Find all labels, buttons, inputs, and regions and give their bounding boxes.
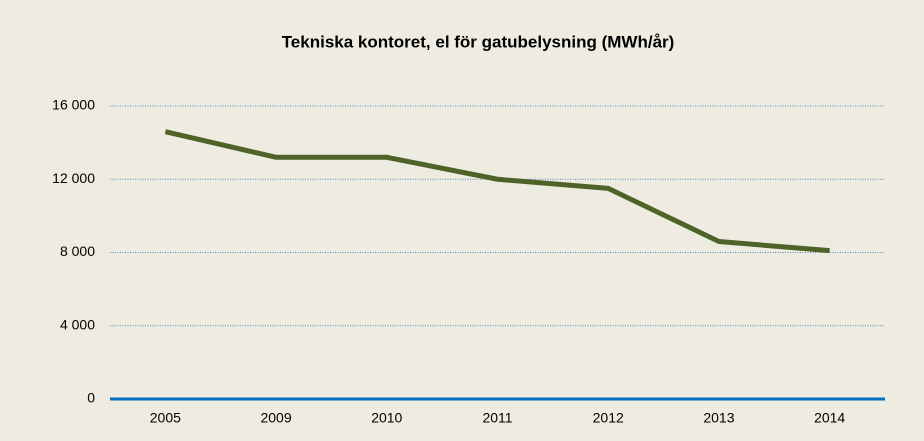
- y-tick-label: 12 000: [52, 170, 95, 186]
- x-tick-label: 2011: [482, 410, 512, 426]
- y-tick-label: 0: [87, 390, 95, 406]
- y-tick-label: 4 000: [60, 316, 95, 332]
- data-line: [164, 129, 830, 254]
- x-tick-label: 2014: [814, 410, 845, 426]
- x-tick-label: 2009: [260, 410, 291, 426]
- x-tick-label: 2005: [150, 410, 181, 426]
- y-tick-label: 8 000: [60, 243, 95, 259]
- x-tick-label: 2010: [371, 410, 402, 426]
- x-tick-label: 2012: [593, 410, 624, 426]
- x-tick-label: 2013: [703, 410, 734, 426]
- chart-title: Tekniska kontoret, el för gatubelysning …: [282, 32, 675, 51]
- y-tick-label: 16 000: [52, 97, 95, 113]
